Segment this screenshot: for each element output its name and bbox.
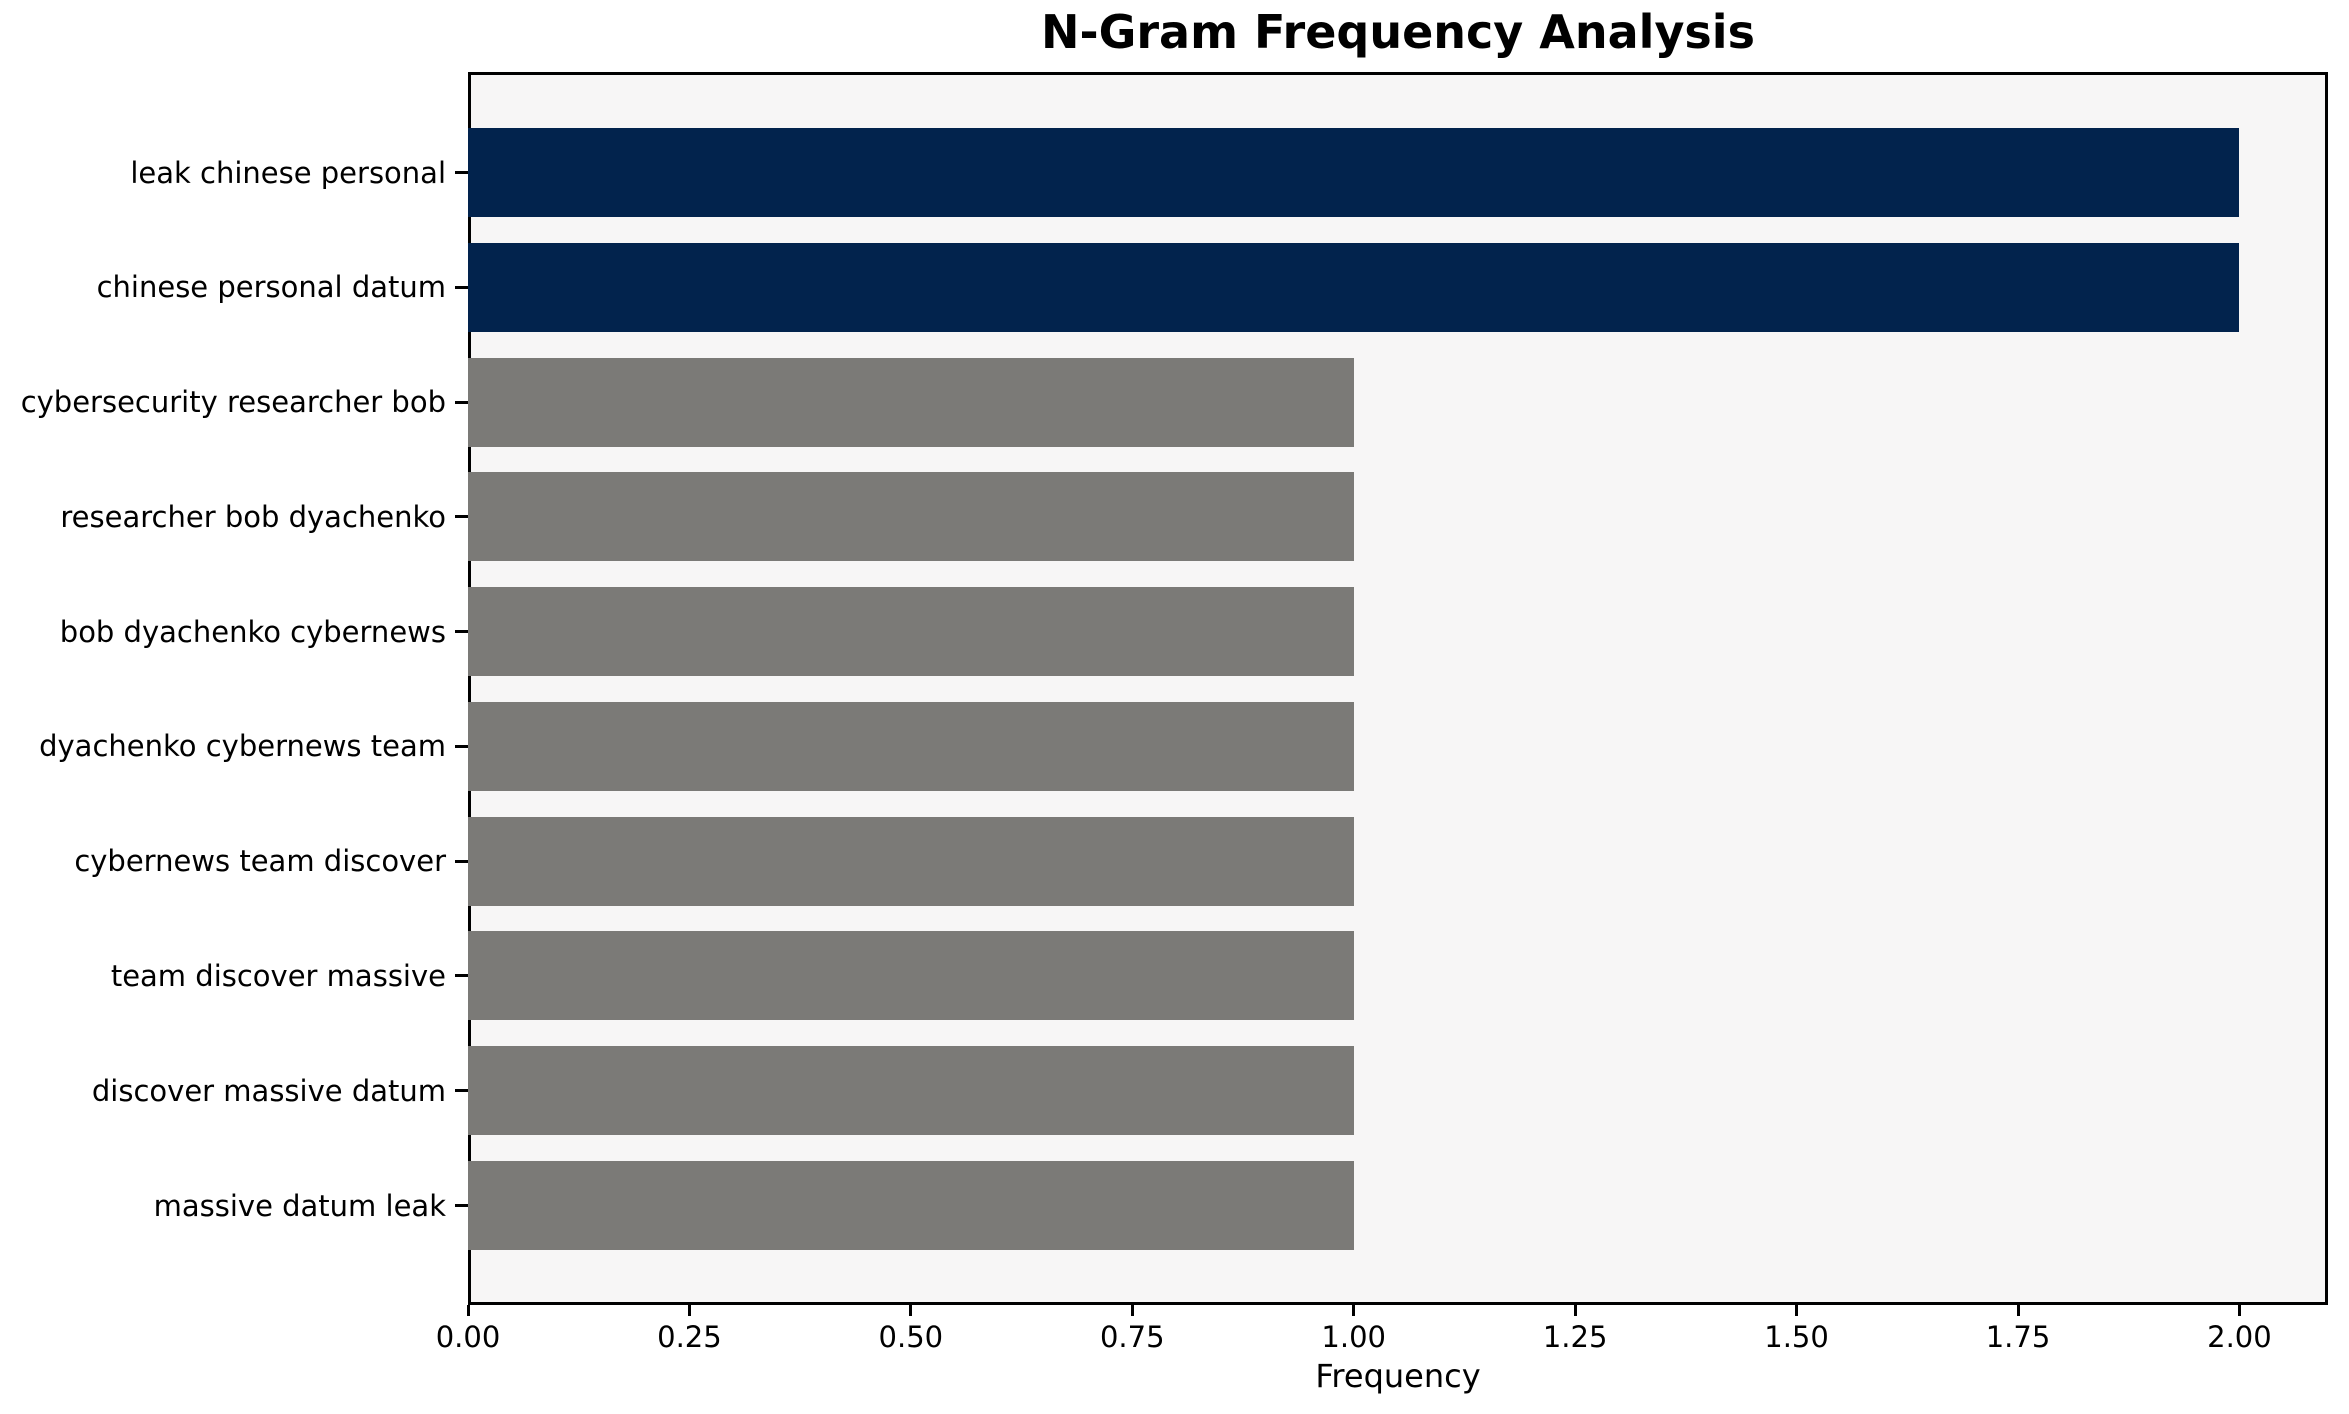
x-tick-label: 1.50 [1764, 1320, 1829, 1354]
y-tick-label: cybernews team discover [74, 844, 446, 879]
x-tick-mark [2237, 1305, 2241, 1316]
y-tick-label: team discover massive [110, 958, 446, 993]
y-tick-mark [455, 630, 468, 634]
x-tick-label: 2.00 [2207, 1320, 2272, 1354]
x-tick-label: 0.75 [1099, 1320, 1165, 1354]
x-tick-label: 0.50 [878, 1320, 944, 1354]
y-tick-mark [455, 744, 468, 748]
y-tick-mark [455, 171, 468, 174]
x-tick-mark [466, 1305, 470, 1316]
y-tick-mark [455, 1089, 468, 1093]
y-tick-mark [455, 974, 468, 978]
y-tick-label: bob dyachenko cybernews [59, 614, 446, 649]
x-tick-label: 0.00 [435, 1320, 501, 1354]
x-tick-mark [1352, 1305, 1356, 1316]
y-tick-mark [455, 285, 468, 289]
y-tick-label: discover massive datum [91, 1073, 446, 1108]
chart-title: N-Gram Frequency Analysis [1041, 5, 1755, 59]
y-tick-mark [455, 1204, 468, 1207]
x-tick-mark [2016, 1305, 2020, 1316]
y-tick-label: dyachenko cybernews team [39, 729, 446, 764]
y-tick-label: researcher bob dyachenko [60, 499, 446, 534]
x-axis-label: Frequency [1315, 1357, 1481, 1395]
x-tick-mark [687, 1305, 691, 1316]
x-tick-mark [1795, 1305, 1799, 1316]
y-tick-label: massive datum leak [153, 1188, 446, 1223]
x-tick-mark [1573, 1305, 1577, 1316]
y-tick-mark [455, 859, 468, 863]
plot-area [468, 72, 2328, 1305]
x-tick-label: 0.25 [657, 1320, 722, 1354]
x-tick-mark [909, 1305, 913, 1316]
y-tick-mark [455, 515, 468, 519]
y-tick-label: chinese personal datum [96, 270, 446, 305]
x-tick-label: 1.75 [1985, 1320, 2051, 1354]
y-tick-label: cybersecurity researcher bob [20, 385, 446, 420]
x-tick-label: 1.25 [1542, 1320, 1608, 1354]
x-tick-label: 1.00 [1321, 1320, 1386, 1354]
y-tick-mark [455, 400, 468, 404]
y-tick-label: leak chinese personal [130, 155, 446, 190]
x-tick-mark [1130, 1305, 1134, 1316]
